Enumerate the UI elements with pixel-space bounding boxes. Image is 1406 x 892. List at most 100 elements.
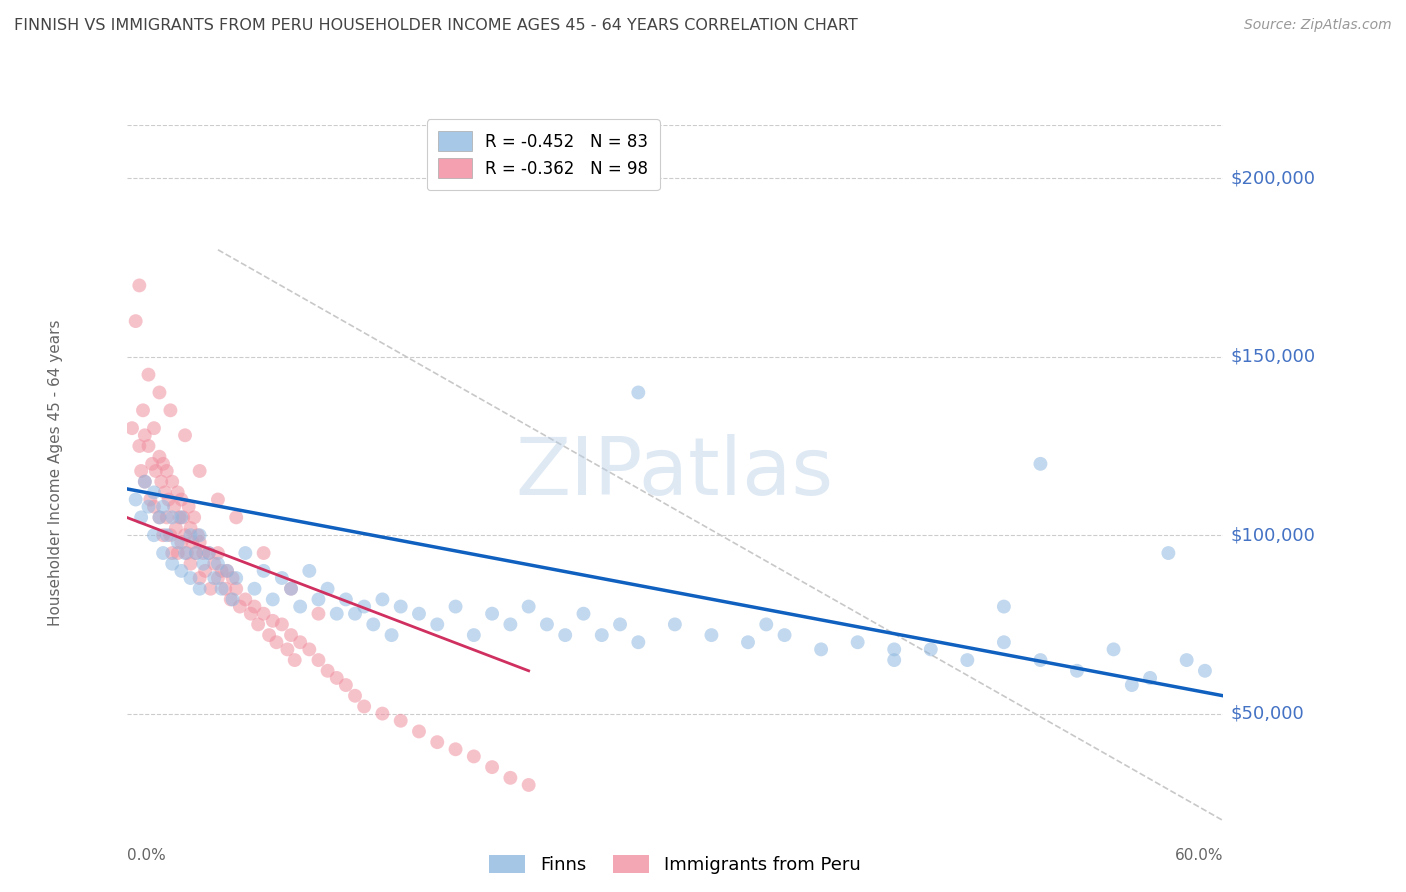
Point: [156, 464, 179, 478]
Point: [152, 457, 174, 471]
Text: FINNISH VS IMMIGRANTS FROM PERU HOUSEHOLDER INCOME AGES 45 - 64 YEARS CORRELATIO: FINNISH VS IMMIGRANTS FROM PERU HOUSEHOL…: [14, 18, 858, 33]
Point: [134, 475, 156, 489]
Point: [156, 528, 179, 542]
Point: [148, 385, 170, 400]
Point: [139, 492, 162, 507]
Point: [335, 592, 357, 607]
Point: [883, 642, 905, 657]
Text: 0.0%: 0.0%: [127, 848, 166, 863]
Point: [262, 614, 284, 628]
Text: Source: ZipAtlas.com: Source: ZipAtlas.com: [1244, 18, 1392, 32]
Point: [200, 582, 222, 596]
Point: [517, 778, 540, 792]
Point: [193, 557, 215, 571]
Point: [128, 439, 150, 453]
Point: [124, 314, 148, 328]
Point: [426, 617, 449, 632]
Point: [143, 485, 166, 500]
Point: [1029, 653, 1052, 667]
Point: [408, 724, 430, 739]
Point: [920, 642, 942, 657]
Point: [159, 528, 181, 542]
Text: $150,000: $150,000: [1230, 348, 1315, 366]
Point: [956, 653, 979, 667]
Point: [389, 714, 412, 728]
Point: [266, 635, 288, 649]
Point: [152, 528, 174, 542]
Point: [166, 546, 188, 560]
Point: [166, 535, 188, 549]
Point: [316, 664, 339, 678]
Point: [138, 368, 160, 382]
Point: [389, 599, 412, 614]
Point: [197, 546, 219, 560]
Point: [499, 617, 522, 632]
Point: [737, 635, 759, 649]
Point: [170, 492, 193, 507]
Point: [353, 699, 375, 714]
Legend: Finns, Immigrants from Peru: Finns, Immigrants from Peru: [482, 847, 868, 881]
Point: [221, 571, 243, 585]
Point: [353, 599, 375, 614]
Point: [481, 760, 503, 774]
Point: [217, 564, 239, 578]
Point: [152, 500, 174, 514]
Point: [233, 592, 257, 607]
Point: [193, 546, 215, 560]
Point: [243, 582, 266, 596]
Point: [219, 592, 242, 607]
Point: [307, 653, 329, 667]
Point: [239, 607, 262, 621]
Point: [143, 500, 166, 514]
Point: [627, 635, 650, 649]
Point: [1066, 664, 1088, 678]
Point: [183, 510, 205, 524]
Point: [181, 535, 204, 549]
Point: [188, 582, 211, 596]
Point: [194, 564, 217, 578]
Point: [134, 475, 156, 489]
Point: [180, 571, 202, 585]
Point: [148, 510, 170, 524]
Point: [211, 582, 233, 596]
Point: [233, 546, 257, 560]
Point: [298, 642, 321, 657]
Point: [214, 582, 236, 596]
Point: [174, 528, 197, 542]
Point: [280, 582, 302, 596]
Point: [180, 557, 202, 571]
Point: [207, 571, 229, 585]
Point: [1029, 457, 1052, 471]
Point: [247, 617, 270, 632]
Point: [159, 403, 181, 417]
Point: [152, 546, 174, 560]
Point: [202, 571, 225, 585]
Point: [143, 421, 166, 435]
Point: [253, 546, 276, 560]
Point: [280, 628, 302, 642]
Point: [143, 528, 166, 542]
Point: [883, 653, 905, 667]
Point: [700, 628, 723, 642]
Point: [188, 528, 211, 542]
Point: [134, 428, 156, 442]
Point: [148, 450, 170, 464]
Point: [207, 546, 229, 560]
Point: [174, 428, 197, 442]
Point: [463, 749, 485, 764]
Point: [664, 617, 686, 632]
Point: [172, 510, 194, 524]
Point: [1139, 671, 1161, 685]
Point: [150, 475, 173, 489]
Point: [177, 500, 200, 514]
Point: [229, 599, 252, 614]
Point: [138, 500, 160, 514]
Point: [187, 528, 209, 542]
Point: [609, 617, 631, 632]
Point: [162, 557, 183, 571]
Point: [162, 475, 183, 489]
Point: [408, 607, 430, 621]
Point: [270, 617, 294, 632]
Point: [380, 628, 404, 642]
Point: [202, 557, 225, 571]
